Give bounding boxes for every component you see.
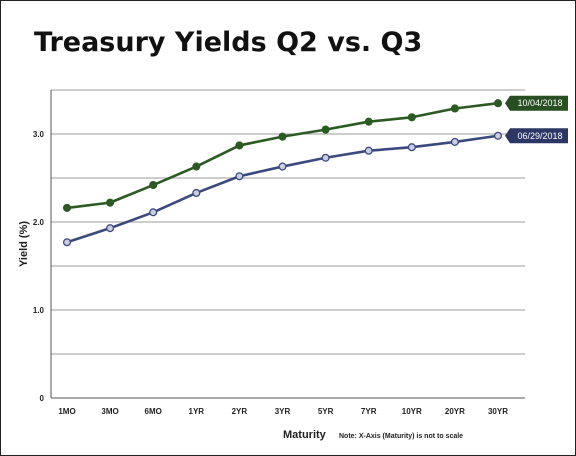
series-line	[66, 101, 499, 210]
data-point	[235, 172, 244, 181]
y-tick-label: 1.0	[33, 306, 45, 315]
y-tick-label: 2.0	[33, 218, 45, 227]
x-tick-label: 30YR	[488, 407, 508, 416]
series-tag	[505, 128, 568, 144]
data-point	[192, 162, 201, 171]
x-tick-label: 3YR	[275, 407, 291, 416]
x-tick-label: 7YR	[361, 407, 377, 416]
series-tags: 10/04/2018 06/29/2018	[505, 95, 568, 144]
y-tick-label: 0	[40, 394, 45, 403]
data-point	[62, 238, 72, 247]
data-point	[407, 143, 416, 152]
data-point	[149, 180, 158, 190]
data-point	[62, 203, 72, 212]
x-axis-title: Maturity	[283, 429, 327, 441]
x-tick-label: 10YR	[402, 407, 422, 416]
series-tag-label: 10/04/2018	[517, 98, 562, 108]
chart-title: Treasury Yields Q2 vs. Q3	[34, 27, 423, 58]
data-point	[149, 208, 158, 217]
data-point	[450, 104, 459, 113]
x-tick-label: 6MO	[145, 407, 162, 416]
y-tick-label: 3.0	[33, 130, 45, 139]
x-tick-label: 3MO	[101, 407, 118, 416]
series-tag-label: 06/29/2018	[517, 131, 562, 141]
data-point	[321, 153, 330, 162]
y-tick-labels: 0 1.0 2.0 3.0	[33, 130, 45, 403]
data-point	[450, 137, 459, 146]
data-point	[235, 141, 244, 150]
y-axis-title: Yield (%)	[18, 221, 30, 267]
data-point	[278, 162, 287, 171]
axes	[50, 90, 525, 399]
x-tick-labels: 1MO 3MO 6MO 1YR 2YR 3YR 5YR 7YR 10YR 20YR 30YR	[58, 407, 508, 416]
x-axis-note: Note: X-Axis (Maturity) is not to scale	[339, 433, 463, 440]
x-tick-label: 2YR	[232, 407, 248, 416]
data-point	[278, 132, 287, 141]
data-point	[407, 113, 416, 122]
grid-lines	[51, 89, 525, 355]
data-point	[106, 224, 115, 233]
data-point	[192, 188, 201, 198]
x-tick-label: 5YR	[318, 407, 334, 416]
data-point	[321, 125, 330, 134]
data-point	[493, 99, 503, 108]
series	[62, 99, 503, 247]
series-line	[66, 134, 499, 244]
data-point	[364, 146, 373, 155]
data-point	[106, 198, 115, 207]
data-point	[493, 131, 503, 140]
data-point	[364, 117, 373, 126]
x-tick-label: 1MO	[58, 407, 75, 416]
x-tick-label: 1YR	[189, 407, 205, 416]
series-tag	[505, 95, 568, 111]
x-tick-label: 20YR	[445, 407, 465, 416]
